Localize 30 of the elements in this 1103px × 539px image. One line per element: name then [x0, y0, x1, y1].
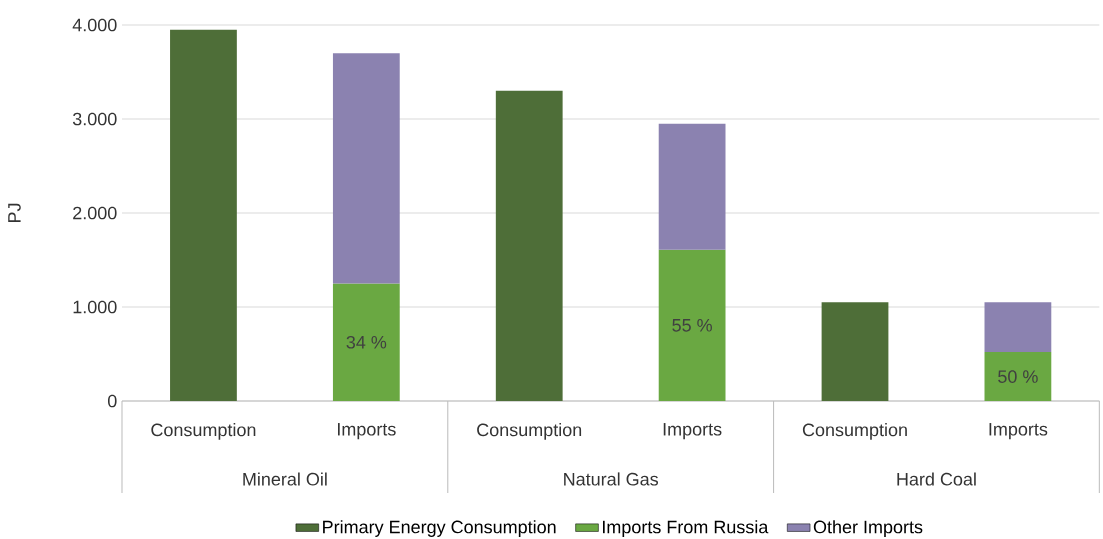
bar — [984, 302, 1052, 353]
x-tick-label: Consumption — [802, 423, 907, 440]
y-tick-label: 0 — [107, 394, 117, 408]
bar — [495, 90, 563, 401]
x-tick-label: Consumption — [477, 423, 582, 440]
x-tick-label: Imports — [337, 423, 396, 440]
x-tick-label: Consumption — [151, 423, 256, 440]
bar — [658, 123, 726, 250]
x-tick-label: Imports — [663, 423, 722, 440]
bar — [658, 249, 726, 401]
y-axis-title: PJ — [8, 203, 21, 223]
bar — [821, 302, 889, 401]
text: Hard Coal — [897, 472, 976, 486]
y-tick-label: 3.000 — [72, 112, 117, 126]
annotation: 55 % — [672, 319, 712, 332]
text: Mineral Oil — [243, 472, 327, 486]
bar — [984, 352, 1052, 401]
y-tick-label: 2.000 — [73, 206, 117, 220]
bar — [332, 283, 400, 401]
bar — [332, 53, 400, 284]
legend-label: Primary Energy Consumption — [323, 520, 556, 537]
annotation: 34 % — [346, 335, 387, 349]
y-tick-label: 4.000 — [72, 18, 117, 32]
x-tick-label: Imports — [989, 423, 1048, 440]
text: Natural Gas — [564, 472, 659, 486]
y-tick-label: 1.000 — [73, 300, 117, 314]
legend-label: Imports From Russia — [602, 520, 769, 537]
legend-label: Other Imports — [813, 520, 923, 537]
annotation: 50 % — [998, 370, 1038, 383]
bar — [170, 29, 237, 401]
